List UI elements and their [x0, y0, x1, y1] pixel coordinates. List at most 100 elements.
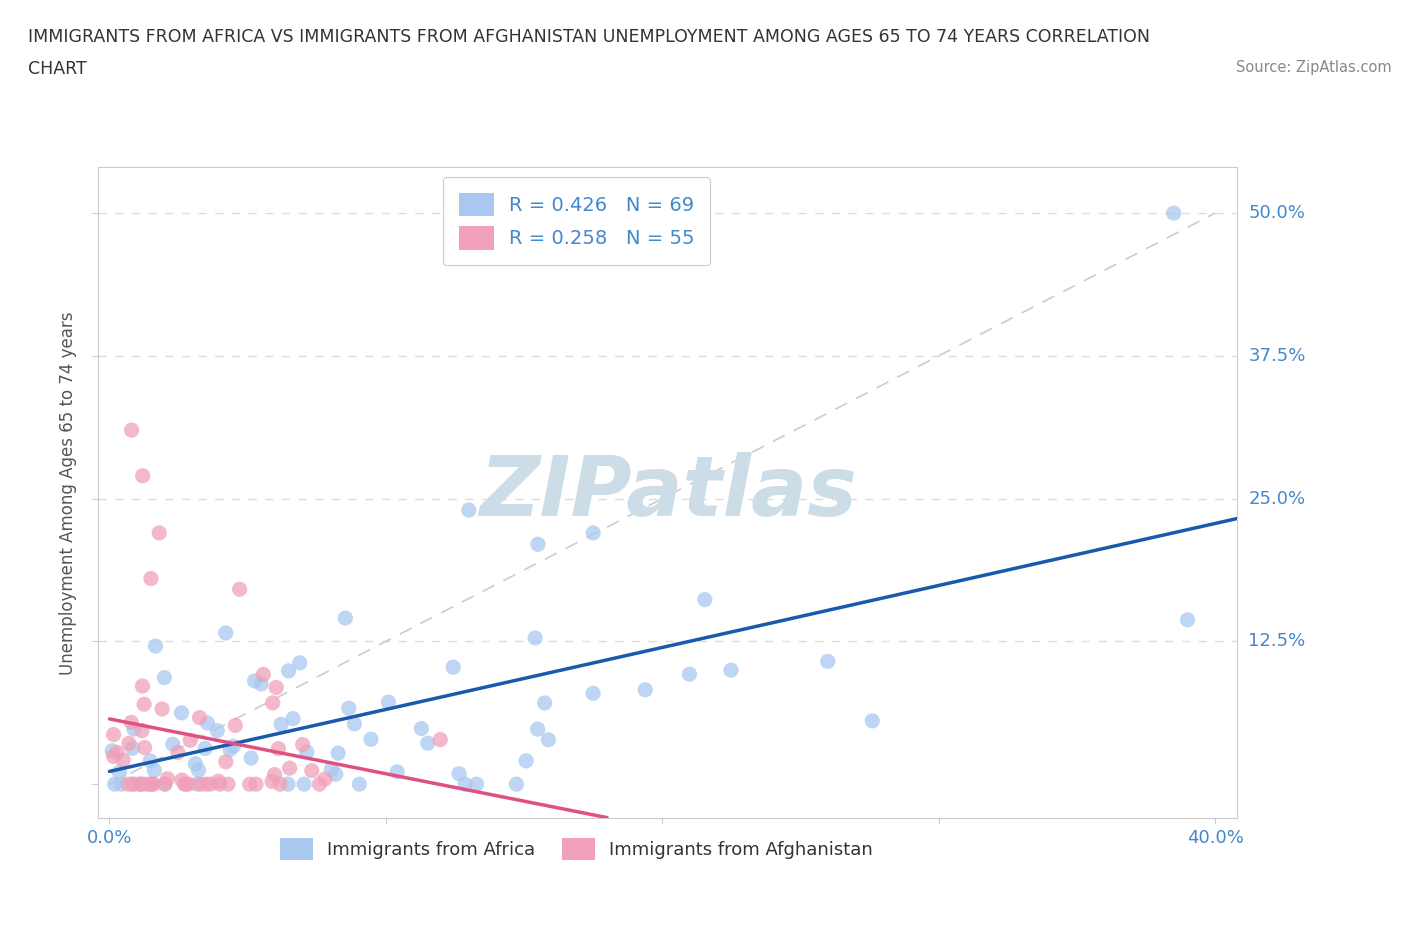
Point [208, 777, 231, 791]
Point [634, 683, 657, 698]
Point [262, 696, 284, 711]
Point [117, 777, 139, 791]
Point [136, 777, 159, 791]
Point [143, 763, 166, 777]
Point [153, 777, 176, 791]
Point [122, 777, 145, 791]
Text: IMMIGRANTS FROM AFRICA VS IMMIGRANTS FROM AFGHANISTAN UNEMPLOYMENT AMONG AGES 65: IMMIGRANTS FROM AFRICA VS IMMIGRANTS FRO… [28, 28, 1150, 46]
Point [720, 663, 742, 678]
Point [860, 713, 883, 728]
Point [429, 732, 451, 747]
Point [215, 626, 238, 641]
Point [187, 763, 209, 777]
Point [291, 737, 314, 752]
Point [190, 777, 212, 791]
Point [262, 774, 284, 789]
Point [416, 736, 439, 751]
Point [219, 742, 242, 757]
Point [104, 777, 127, 791]
Point [817, 654, 839, 669]
Point [308, 777, 330, 791]
Point [142, 777, 165, 791]
Point [505, 777, 527, 791]
Text: 37.5%: 37.5% [1249, 347, 1306, 365]
Point [582, 686, 605, 701]
Point [166, 745, 188, 760]
Point [278, 761, 301, 776]
Point [1163, 206, 1185, 220]
Point [139, 753, 162, 768]
Point [103, 727, 125, 742]
Point [314, 772, 336, 787]
Point [162, 737, 184, 751]
Point [188, 711, 211, 725]
Point [240, 751, 263, 765]
Point [582, 525, 605, 540]
Point [215, 754, 238, 769]
Legend: Immigrants from Africa, Immigrants from Afghanistan: Immigrants from Africa, Immigrants from … [266, 824, 887, 874]
Point [101, 743, 124, 758]
Point [337, 701, 360, 716]
Point [281, 711, 304, 726]
Point [252, 667, 274, 682]
Point [195, 777, 218, 791]
Point [110, 777, 132, 791]
Point [131, 469, 153, 484]
Point [250, 676, 273, 691]
Point [239, 777, 262, 791]
Point [134, 740, 156, 755]
Text: CHART: CHART [28, 60, 87, 78]
Text: Source: ZipAtlas.com: Source: ZipAtlas.com [1236, 60, 1392, 75]
Y-axis label: Unemployment Among Ages 65 to 74 years: Unemployment Among Ages 65 to 74 years [59, 312, 77, 674]
Point [177, 777, 200, 791]
Point [321, 762, 343, 777]
Point [170, 773, 193, 788]
Point [186, 777, 208, 791]
Point [270, 717, 292, 732]
Point [217, 777, 239, 791]
Point [295, 745, 318, 760]
Point [122, 777, 145, 791]
Point [526, 722, 548, 737]
Point [411, 721, 433, 736]
Point [105, 745, 128, 760]
Text: 12.5%: 12.5% [1249, 632, 1306, 650]
Point [301, 764, 323, 778]
Point [524, 631, 547, 645]
Point [457, 502, 479, 517]
Point [141, 777, 163, 791]
Point [533, 696, 555, 711]
Point [131, 724, 153, 738]
Point [128, 777, 150, 791]
Point [194, 741, 217, 756]
Point [515, 753, 537, 768]
Point [179, 733, 201, 748]
Point [103, 749, 125, 764]
Point [108, 764, 131, 779]
Point [693, 592, 716, 607]
Point [277, 777, 299, 791]
Point [148, 525, 170, 540]
Point [465, 777, 488, 791]
Point [264, 680, 287, 695]
Point [527, 537, 550, 551]
Point [120, 715, 142, 730]
Point [184, 756, 207, 771]
Point [131, 679, 153, 694]
Point [139, 777, 162, 791]
Point [537, 732, 560, 747]
Point [118, 736, 141, 751]
Point [326, 746, 349, 761]
Point [454, 777, 477, 791]
Point [156, 771, 179, 786]
Point [145, 639, 167, 654]
Point [292, 777, 315, 791]
Point [170, 706, 193, 721]
Point [132, 777, 155, 791]
Point [377, 695, 399, 710]
Point [325, 766, 347, 781]
Point [197, 715, 219, 730]
Point [269, 777, 291, 791]
Point [122, 722, 145, 737]
Point [1177, 612, 1199, 627]
